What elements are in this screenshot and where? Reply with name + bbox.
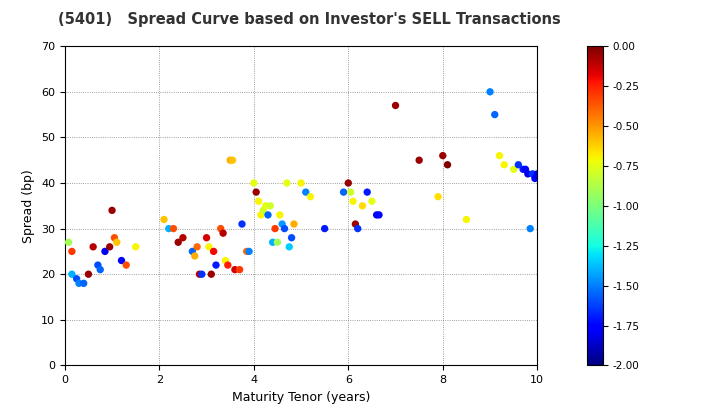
Point [461,216,472,223]
Point [356,202,368,209]
Point [529,175,541,182]
Point [192,244,203,250]
Point [201,234,212,241]
Point [205,271,217,278]
Point [71,276,82,282]
Point [92,262,104,268]
Point [194,271,205,278]
Point [413,157,425,163]
Point [485,89,496,95]
Text: (5401)   Spread Curve based on Investor's SELL Transactions: (5401) Spread Curve based on Investor's … [58,12,560,27]
Point [73,280,85,287]
Point [343,180,354,186]
Point [78,280,89,287]
Point [116,257,127,264]
Point [442,161,454,168]
Point [217,230,229,236]
Point [251,189,262,195]
Point [220,257,231,264]
Point [87,244,99,250]
Point [234,266,246,273]
Point [255,212,266,218]
Point [305,193,316,200]
Point [347,198,359,205]
Point [513,161,524,168]
Point [267,239,279,246]
Point [196,271,207,278]
Point [177,234,189,241]
Point [494,152,505,159]
Point [264,202,276,209]
Point [168,225,179,232]
Point [352,225,364,232]
Point [225,157,236,163]
Point [432,193,444,200]
Point [366,198,378,205]
Point [203,244,215,250]
Point [163,225,174,232]
Point [83,271,94,278]
Point [186,248,198,255]
Point [345,189,356,195]
Point [271,239,283,246]
Point [520,166,531,173]
Point [258,207,269,214]
Point [222,262,233,268]
Point [229,266,240,273]
Point [281,180,292,186]
Point [262,212,274,218]
Point [522,171,534,177]
Point [94,266,106,273]
Point [66,248,78,255]
Point [279,225,290,232]
Point [319,225,330,232]
Point [295,180,307,186]
Point [437,152,449,159]
Point [269,225,281,232]
Point [248,180,259,186]
Point [489,111,500,118]
Point [109,234,120,241]
X-axis label: Maturity Tenor (years): Maturity Tenor (years) [232,391,370,404]
Point [243,248,255,255]
Point [284,244,295,250]
Point [286,234,297,241]
Point [210,262,222,268]
Point [111,239,122,246]
Point [241,248,253,255]
Point [524,225,536,232]
Point [215,225,227,232]
Point [99,248,111,255]
Point [274,212,286,218]
Point [288,220,300,227]
Point [276,220,288,227]
Point [527,171,539,177]
Point [508,166,519,173]
Point [338,189,349,195]
Point [120,262,132,268]
Y-axis label: Spread (bp): Spread (bp) [22,169,35,243]
Point [390,102,401,109]
Point [253,198,264,205]
Point [227,157,238,163]
Point [371,212,382,218]
Point [361,189,373,195]
Point [66,271,78,278]
Point [373,212,384,218]
Point [172,239,184,246]
Point [236,220,248,227]
Point [130,244,141,250]
Point [63,239,74,246]
Point [300,189,312,195]
Point [498,161,510,168]
Point [107,207,118,214]
Point [260,202,271,209]
Point [104,244,115,250]
Point [518,166,529,173]
Point [189,252,200,259]
Point [531,171,543,177]
Point [208,248,220,255]
Point [158,216,170,223]
Point [350,220,361,227]
